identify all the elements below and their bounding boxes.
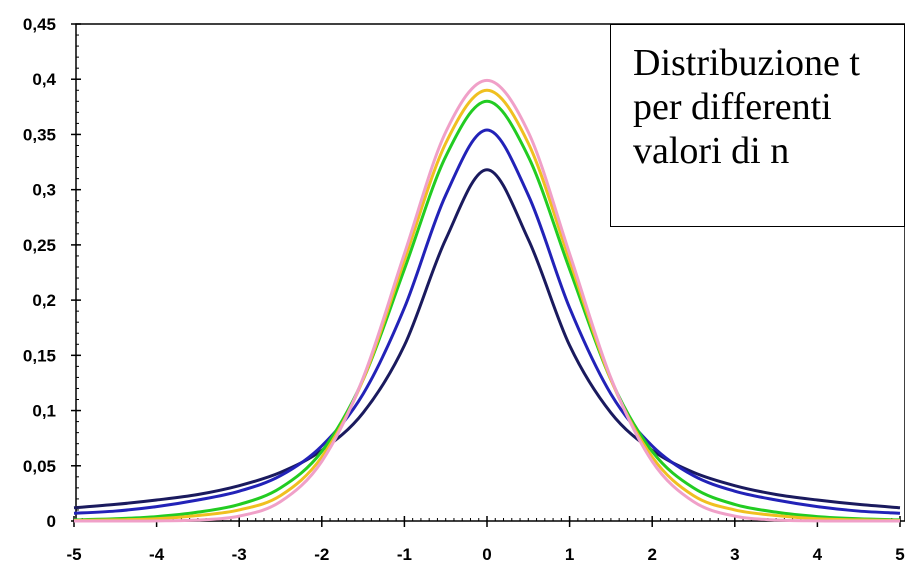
- chart-title-line-1: Distribuzione t: [633, 42, 860, 84]
- y-tick-label: 0,3: [32, 181, 56, 200]
- x-tick-label: -3: [232, 545, 247, 564]
- x-tick-label: -2: [314, 545, 329, 564]
- x-tick-label: 3: [730, 545, 739, 564]
- x-tick-label: 1: [565, 545, 574, 564]
- x-tick-label: -4: [149, 545, 165, 564]
- y-tick-label: 0,25: [23, 236, 56, 255]
- x-tick-label: 0: [482, 545, 491, 564]
- y-tick-label: 0,35: [23, 125, 56, 144]
- x-tick-label: -1: [397, 545, 412, 564]
- y-tick-label: 0,2: [32, 291, 56, 310]
- y-tick-label: 0,1: [32, 402, 56, 421]
- series-line-4: [73, 88, 901, 523]
- series-line-2: [73, 128, 901, 515]
- y-tick-label: 0: [47, 512, 56, 531]
- curves: [73, 78, 901, 523]
- series-line-5: [73, 78, 901, 523]
- series-line-1: [73, 168, 901, 510]
- chart-title-box: Distribuzione t per differenti valori di…: [610, 24, 905, 227]
- x-tick-label: 2: [647, 545, 656, 564]
- y-tick-label: 0,4: [32, 70, 56, 89]
- y-tick-label: 0,15: [23, 346, 56, 365]
- x-tick-label: -5: [66, 545, 81, 564]
- x-tick-label: 5: [895, 545, 904, 564]
- chart-title-line-2: per differenti: [633, 86, 832, 128]
- chart-title-line-3: valori di n: [633, 130, 790, 172]
- y-tick-label: 0,45: [23, 15, 56, 34]
- y-tick-label: 0,05: [23, 457, 56, 476]
- series-line-3: [73, 99, 901, 522]
- x-tick-label: 4: [813, 545, 823, 564]
